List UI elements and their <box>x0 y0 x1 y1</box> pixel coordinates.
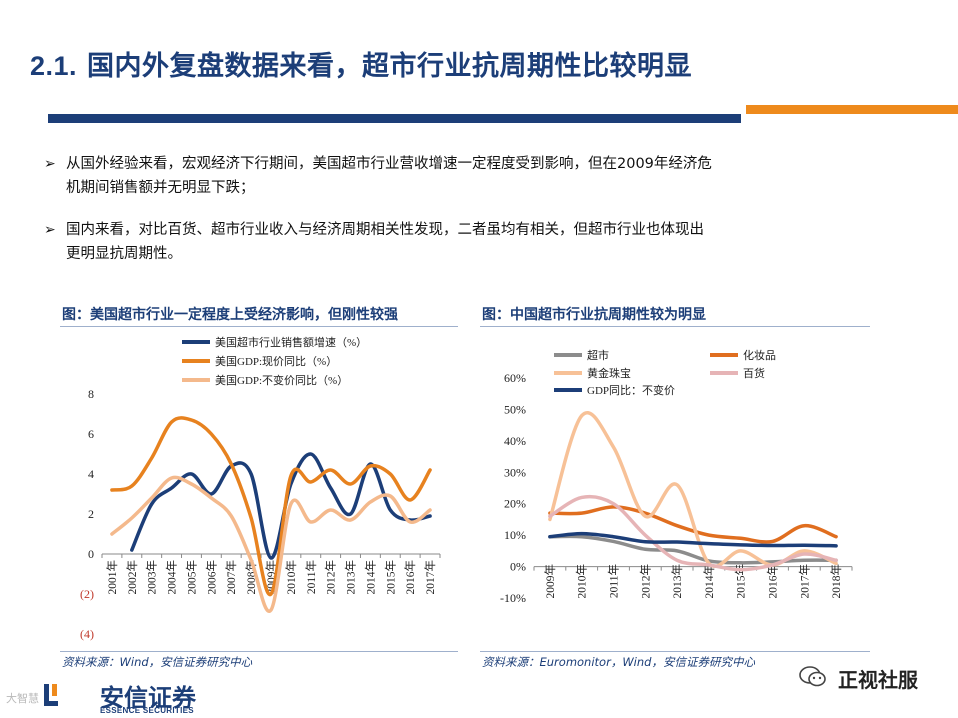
bullet-1-line2: 机期间销售额并无明显下跌； <box>66 180 255 196</box>
x-tick-label: 2009年 <box>543 564 557 599</box>
bullet-1: ➢ 从国外经验来看，宏观经济下行期间，美国超市行业营收增速一定程度受到影响，但在… <box>44 152 712 200</box>
chart1-title: 图：美国超市行业一定程度上受经济影响，但刚性较强 <box>62 307 398 323</box>
x-tick-label: 2007年 <box>224 560 238 595</box>
logo-text-en: ESSENCE SECURITIES <box>100 706 194 715</box>
x-tick-label: 2014年 <box>363 560 377 595</box>
x-tick-label: 2015年 <box>383 560 397 595</box>
x-tick-label: 2016年 <box>403 560 417 595</box>
x-tick-label: 2001年 <box>105 560 119 595</box>
x-tick-label: 2003年 <box>145 560 159 595</box>
y-tick-label: 50% <box>504 402 526 416</box>
x-tick-label: 2016年 <box>766 564 780 599</box>
logo-mark-icon <box>44 684 58 706</box>
y-tick-label: (4) <box>80 627 94 641</box>
chart1-top-rule <box>60 326 458 327</box>
series-line-1 <box>130 452 432 560</box>
legend-label: 化妆品 <box>743 348 776 362</box>
series-line-4 <box>548 494 838 572</box>
series-line-5 <box>548 531 838 548</box>
series-line-2 <box>110 416 432 596</box>
y-tick-label: 4 <box>88 467 94 481</box>
chart1-bottom-rule <box>60 651 458 652</box>
series-line-2 <box>548 505 838 544</box>
x-tick-label: 2017年 <box>423 560 437 595</box>
y-tick-label: 6 <box>88 427 94 441</box>
x-tick-label: 2012年 <box>324 560 338 595</box>
title-number: 2.1. <box>30 51 78 81</box>
x-tick-label: 2013年 <box>344 560 358 595</box>
x-tick-label: 2013年 <box>670 564 684 599</box>
page-title: 2.1. 国内外复盘数据来看，超市行业抗周期性比较明显 <box>30 44 692 83</box>
y-tick-label: 20% <box>504 497 526 511</box>
y-tick-label: 60% <box>504 371 526 385</box>
y-tick-label: 10% <box>504 528 526 542</box>
bullet-2: ➢ 国内来看，对比百货、超市行业收入与经济周期相关性发现，二者虽均有相关，但超市… <box>44 218 704 266</box>
bullet-2-line1: 国内来看，对比百货、超市行业收入与经济周期相关性发现，二者虽均有相关，但超市行业… <box>66 222 704 238</box>
x-tick-label: 2014年 <box>702 564 716 599</box>
legend-label: 超市 <box>587 348 609 362</box>
x-tick-label: 2005年 <box>184 560 198 595</box>
chart2-bottom-rule <box>480 651 870 652</box>
x-tick-label: 2011年 <box>607 564 621 598</box>
x-tick-label: 2011年 <box>304 560 318 594</box>
chart2-top-rule <box>480 326 870 327</box>
x-tick-label: 2012年 <box>638 564 652 599</box>
wechat-icon <box>799 666 826 687</box>
y-tick-label: 2 <box>88 507 94 521</box>
y-tick-label: (2) <box>80 587 94 601</box>
series-line-3 <box>110 475 432 614</box>
bullet-arrow-icon: ➢ <box>44 156 56 172</box>
y-tick-label: 0 <box>88 547 94 561</box>
y-tick-label: -10% <box>500 591 526 605</box>
x-tick-label: 2010年 <box>575 564 589 599</box>
legend-label: 黄金珠宝 <box>587 366 631 380</box>
y-tick-label: 30% <box>504 465 526 479</box>
y-tick-label: 8 <box>88 387 94 401</box>
chart2-svg: 60% 50% 40% 30% 20% 10% 0% -10% 2009年 2010年 2011年 2… <box>500 348 853 605</box>
title-underline-blue <box>48 114 741 123</box>
title-underline-orange <box>746 105 958 114</box>
chart2-title: 图：中国超市行业抗周期性较为明显 <box>482 307 706 323</box>
legend-label: 美国GDP:现价同比（%） <box>215 355 337 368</box>
company-logo: 安信证券 ESSENCE SECURITIES <box>0 676 210 718</box>
y-tick-label: 0% <box>510 560 526 574</box>
watermark-right: 正视社服 <box>838 668 918 692</box>
x-tick-label: 2017年 <box>797 564 811 599</box>
legend-label: 美国超市行业销售额增速（%） <box>215 335 367 349</box>
x-tick-label: 2002年 <box>125 560 139 595</box>
chart1-svg: 8 6 4 2 0 (2) (4) 2001年 2002年 2003年 2004年 2005年 2006… <box>80 335 441 641</box>
title-text: 国内外复盘数据来看，超市行业抗周期性比较明显 <box>86 51 692 82</box>
x-tick-label: 2015年 <box>734 564 748 599</box>
x-tick-label: 2006年 <box>204 560 218 595</box>
y-tick-label: 40% <box>504 434 526 448</box>
bullet-1-line1: 从国外经验来看，宏观经济下行期间，美国超市行业营收增速一定程度受到影响，但在20… <box>66 156 712 172</box>
legend-label: 美国GDP:不变价同比（%） <box>215 373 348 387</box>
legend-label: 百货 <box>743 366 765 380</box>
watermark-left: 大智慧 <box>6 692 39 705</box>
chart1-source: 资料来源：Wind，安信证券研究中心 <box>62 655 253 669</box>
series-line-1 <box>548 534 838 565</box>
bullet-2-line2: 更明显抗周期性。 <box>66 246 182 262</box>
x-tick-label: 2010年 <box>284 560 298 595</box>
logo-text-cn: 安信证券 <box>100 684 196 712</box>
bullet-arrow-icon: ➢ <box>44 222 56 238</box>
legend-label: GDP同比：不变价 <box>587 383 675 397</box>
x-tick-label: 2004年 <box>165 560 179 595</box>
x-tick-label: 2018年 <box>829 564 843 599</box>
chart2-source: 资料来源：Euromonitor，Wind，安信证券研究中心 <box>482 655 755 669</box>
